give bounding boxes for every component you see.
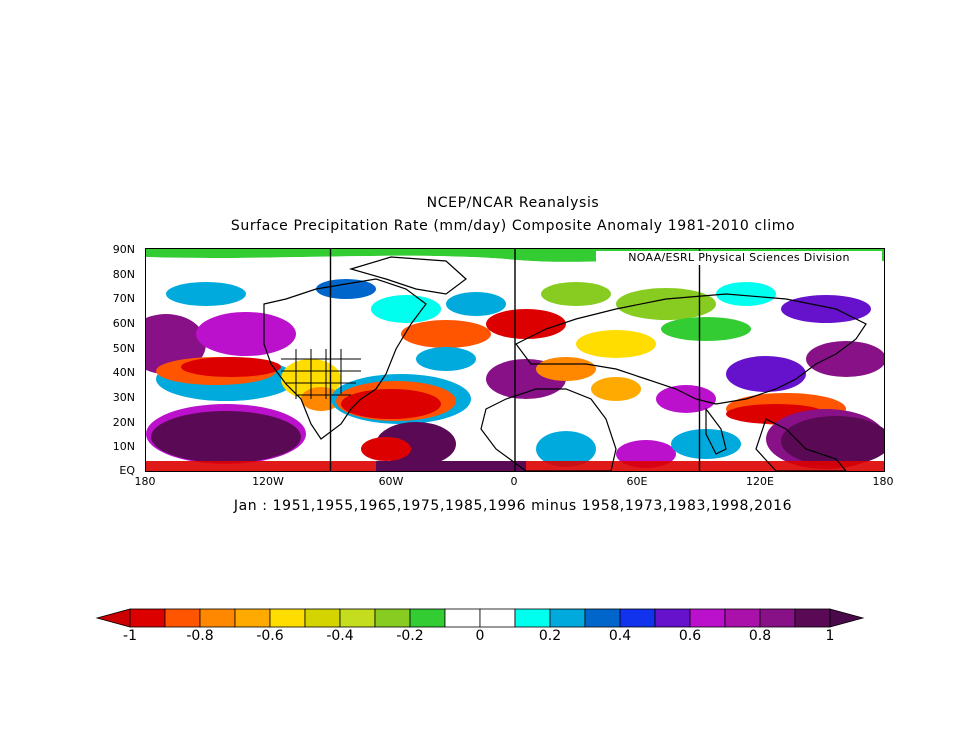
- colorbar-label: 0.6: [678, 628, 702, 644]
- lon-label: 120E: [746, 475, 774, 488]
- chart-subtitle: Surface Precipitation Rate (mm/day) Comp…: [230, 218, 796, 234]
- colorbar-label: -0.2: [396, 628, 424, 644]
- colorbar-under-arrow: [95, 608, 131, 628]
- colorbar-label: -0.4: [326, 628, 354, 644]
- colorbar-over-arrow: [829, 608, 865, 628]
- lat-label: 50N: [112, 342, 135, 355]
- colorbar-swatch: [339, 608, 376, 628]
- colorbar-swatch: [584, 608, 621, 628]
- colorbar-swatch: [689, 608, 726, 628]
- colorbar-label: 0.4: [608, 628, 632, 644]
- lat-label: 10N: [112, 440, 135, 453]
- colorbar-swatch: [269, 608, 306, 628]
- lon-label: 0: [510, 475, 518, 488]
- colorbar-label: -1: [123, 628, 137, 644]
- colorbar-swatch: [759, 608, 796, 628]
- lon-label: 60E: [626, 475, 648, 488]
- credit-label: NOAA/ESRL Physical Sciences Division: [596, 251, 882, 265]
- colorbar-swatch: [234, 608, 271, 628]
- colorbar-swatch: [304, 608, 341, 628]
- us-state-boundaries: [281, 349, 361, 399]
- colorbar-swatch: [129, 608, 166, 628]
- lon-label: 180: [872, 475, 894, 488]
- colorbar-label: -0.8: [186, 628, 214, 644]
- lon-label: 60W: [378, 475, 404, 488]
- lat-label: 70N: [112, 292, 135, 305]
- coastlines: [263, 256, 867, 471]
- colorbar-swatch: [514, 608, 551, 628]
- colorbar-swatch: [724, 608, 761, 628]
- reference-meridians: [329, 249, 701, 471]
- colorbar-swatch: [374, 608, 411, 628]
- lat-label: 60N: [112, 317, 135, 330]
- colorbar-swatch: [479, 608, 516, 628]
- chart-title: NCEP/NCAR Reanalysis: [426, 195, 600, 211]
- colorbar-swatch: [164, 608, 201, 628]
- lat-label: 80N: [112, 268, 135, 281]
- lat-label: 90N: [112, 243, 135, 256]
- colorbar-swatch: [444, 608, 481, 628]
- colorbar-swatch: [409, 608, 446, 628]
- map-canvas: [146, 249, 884, 471]
- lon-label: 120W: [252, 475, 284, 488]
- lat-label: 20N: [112, 416, 135, 429]
- composite-years-caption: Jan : 1951,1955,1965,1975,1985,1996 minu…: [233, 498, 793, 514]
- lon-label: 180: [134, 475, 156, 488]
- colorbar-swatch: [619, 608, 656, 628]
- precipitation-anomaly-map: [145, 248, 885, 472]
- colorbar-swatch: [199, 608, 236, 628]
- colorbar-swatch: [549, 608, 586, 628]
- colorbar-swatch: [654, 608, 691, 628]
- lat-label: EQ: [119, 464, 135, 477]
- colorbar-label: -0.6: [256, 628, 284, 644]
- colorbar-label: 0.8: [748, 628, 772, 644]
- colorbar-label: 0: [475, 628, 485, 644]
- colorbar-label: 0.2: [538, 628, 562, 644]
- lat-label: 30N: [112, 391, 135, 404]
- colorbar-label: 1: [825, 628, 835, 644]
- colorbar-swatch: [794, 608, 831, 628]
- lat-label: 40N: [112, 366, 135, 379]
